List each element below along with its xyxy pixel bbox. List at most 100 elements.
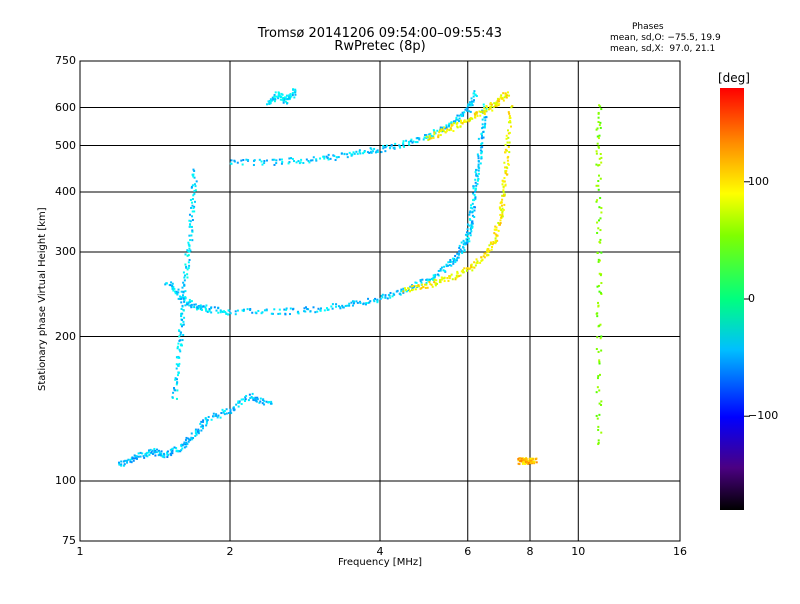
data-point (597, 425, 600, 428)
data-point (464, 108, 467, 111)
data-point (120, 464, 123, 467)
data-point (596, 142, 599, 145)
data-point (402, 287, 405, 290)
data-point (118, 463, 121, 466)
data-point (327, 308, 330, 311)
data-point (600, 400, 603, 403)
data-point (335, 303, 338, 306)
data-point (469, 219, 472, 222)
data-point (506, 129, 509, 132)
data-point (135, 457, 138, 460)
data-point (178, 348, 181, 351)
data-point (529, 461, 532, 464)
data-point (242, 398, 245, 401)
data-point (315, 159, 318, 162)
data-point (597, 184, 600, 187)
data-point (281, 93, 284, 96)
data-point (222, 310, 225, 313)
data-point (443, 265, 446, 268)
data-point (189, 304, 192, 307)
data-point (448, 264, 451, 267)
data-point (120, 460, 123, 463)
data-point (521, 458, 524, 461)
data-point (384, 294, 387, 297)
data-point (454, 278, 457, 281)
data-point (440, 276, 443, 279)
data-point (504, 151, 507, 154)
data-point (282, 96, 285, 99)
data-point (450, 128, 453, 131)
data-point (483, 126, 486, 129)
data-point (596, 417, 599, 420)
data-point (471, 226, 474, 229)
data-point (297, 310, 300, 313)
data-point (501, 213, 504, 216)
data-point (458, 114, 461, 117)
data-point (596, 315, 599, 318)
data-point (460, 121, 463, 124)
data-point (166, 452, 169, 455)
data-point (187, 243, 190, 246)
data-point (177, 371, 180, 374)
data-point (195, 433, 198, 436)
data-point (180, 297, 183, 300)
data-point (205, 309, 208, 312)
data-point (154, 454, 157, 457)
data-point (503, 203, 506, 206)
data-point (442, 269, 445, 272)
data-point (271, 158, 274, 161)
data-point (433, 130, 436, 133)
data-point (165, 451, 168, 454)
data-point (466, 228, 469, 231)
data-point (256, 398, 259, 401)
data-point (182, 309, 185, 312)
data-point (596, 285, 599, 288)
data-point (444, 131, 447, 134)
data-point (455, 259, 458, 262)
data-point (389, 291, 392, 294)
data-point (284, 313, 287, 316)
data-point (187, 241, 190, 244)
data-point (205, 304, 208, 307)
data-point (219, 416, 222, 419)
data-point (174, 378, 177, 381)
data-point (289, 93, 292, 96)
data-point (479, 114, 482, 117)
data-point (290, 157, 293, 160)
data-point (491, 243, 494, 246)
data-point (176, 292, 179, 295)
data-point (271, 96, 274, 99)
data-point (453, 257, 456, 260)
data-point (468, 240, 471, 243)
data-point (303, 310, 306, 313)
data-point (215, 413, 218, 416)
data-point (529, 457, 532, 460)
data-point (450, 260, 453, 263)
data-point (288, 97, 291, 100)
data-point (437, 269, 440, 272)
data-point (237, 405, 240, 408)
data-point (500, 216, 503, 219)
data-point (483, 111, 486, 114)
data-point (314, 311, 317, 314)
data-point (192, 168, 195, 171)
data-point (179, 344, 182, 347)
data-point (186, 303, 189, 306)
data-point (283, 99, 286, 102)
data-point (468, 218, 471, 221)
data-point (171, 452, 174, 455)
data-point (501, 194, 504, 197)
data-point (246, 308, 249, 311)
data-point (504, 95, 507, 98)
data-point (598, 362, 601, 365)
data-point (474, 178, 477, 181)
data-point (425, 278, 428, 281)
data-point (210, 418, 213, 421)
data-point (395, 290, 398, 293)
data-point (519, 457, 522, 460)
data-point (382, 145, 385, 148)
data-point (473, 193, 476, 196)
data-point (157, 449, 160, 452)
data-point (183, 316, 186, 319)
data-point (455, 257, 458, 260)
